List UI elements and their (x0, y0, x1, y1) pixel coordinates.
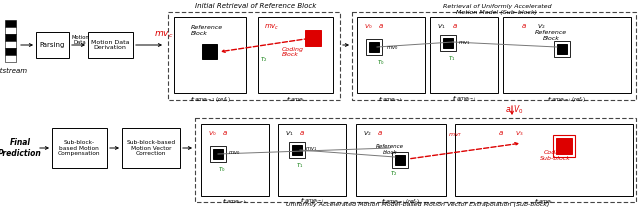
Text: $V_3$: $V_3$ (515, 129, 524, 138)
Text: $mv_1$: $mv_1$ (305, 145, 317, 153)
Bar (5, 55, 16, 62)
Text: Sub-block-
based Motion
Compensation: Sub-block- based Motion Compensation (58, 140, 100, 156)
Text: $a$: $a$ (498, 129, 504, 137)
Bar (5, 41, 16, 48)
Bar (36, 32, 69, 58)
Bar (305, 30, 321, 46)
Bar (5, 20, 16, 27)
Text: Parsing: Parsing (39, 42, 65, 48)
Text: $mv_c$: $mv_c$ (154, 30, 173, 40)
Bar (455, 124, 633, 196)
Text: $frame_{t-k}$: $frame_{t-k}$ (378, 95, 404, 104)
Text: Retrieval of Uniformly Accelerated
Motion Model (Sub–block): Retrieval of Uniformly Accelerated Motio… (443, 4, 551, 15)
Text: $frame_{t-1}$ $(ref_c)$: $frame_{t-1}$ $(ref_c)$ (189, 95, 230, 104)
Text: $V_0$: $V_0$ (364, 22, 372, 31)
Text: Uniformly Accelerated Motion Model-based Motion Vector Extrapolation (Sub-block): Uniformly Accelerated Motion Model-based… (286, 202, 550, 207)
Bar (5, 27, 16, 34)
Bar (5, 48, 16, 55)
Text: $V_2$: $V_2$ (363, 129, 372, 138)
Bar (352, 12, 636, 100)
Text: $T_2$: $T_2$ (390, 169, 397, 178)
Bar (357, 17, 425, 93)
Text: Motion
Data: Motion Data (71, 35, 89, 45)
Bar (443, 38, 453, 48)
Text: Reference
block: Reference block (376, 144, 404, 155)
Text: Motion Data
Derivation: Motion Data Derivation (91, 40, 129, 51)
Bar (556, 138, 572, 154)
Bar (430, 17, 498, 93)
Bar (201, 124, 269, 196)
Text: $a$: $a$ (378, 22, 384, 30)
Text: $a$: $a$ (521, 22, 527, 30)
Text: Reference
Block: Reference Block (535, 30, 567, 41)
Text: $mv_1$: $mv_1$ (458, 39, 470, 47)
Text: Reference
Block: Reference Block (191, 25, 223, 36)
Text: $T_2$: $T_2$ (260, 56, 268, 64)
Bar (258, 17, 333, 93)
Text: Sub-block-based
Motion Vector
Correction: Sub-block-based Motion Vector Correction (127, 140, 175, 156)
Bar (174, 17, 246, 93)
Bar (503, 17, 631, 93)
Text: $T_0$: $T_0$ (218, 165, 226, 174)
Bar (557, 44, 567, 54)
Text: Coding
Block: Coding Block (282, 47, 304, 57)
Text: $mv_c$: $mv_c$ (264, 23, 280, 32)
Text: $frame_{t-j}$: $frame_{t-j}$ (300, 197, 324, 207)
Bar (395, 155, 405, 165)
Text: $V_2$: $V_2$ (537, 22, 546, 31)
Bar (210, 146, 226, 162)
Text: Initial Retrieval of Reference Block: Initial Retrieval of Reference Block (195, 3, 317, 9)
Text: Coding
Sub-block: Coding Sub-block (540, 150, 570, 161)
Text: $a$: $a$ (222, 129, 228, 137)
Bar (195, 118, 636, 202)
Bar (292, 145, 302, 155)
Bar (392, 152, 408, 168)
Bar (202, 44, 217, 59)
Bar (554, 41, 570, 57)
Text: $mv_T$: $mv_T$ (448, 131, 463, 139)
Text: $V_1$: $V_1$ (437, 22, 445, 31)
Text: $a$: $a$ (299, 129, 305, 137)
Bar (52, 128, 107, 168)
Text: $frame_{t-i}$ $(ref_c)$: $frame_{t-i}$ $(ref_c)$ (547, 95, 587, 104)
Text: $V_1$: $V_1$ (285, 129, 294, 138)
Text: $mv_0$: $mv_0$ (386, 44, 398, 52)
Bar (440, 35, 456, 51)
Bar (369, 42, 379, 52)
Text: $mv_0$: $mv_0$ (228, 149, 241, 157)
Bar (356, 124, 446, 196)
Text: $T_1$: $T_1$ (448, 54, 456, 63)
Bar (553, 135, 575, 157)
Text: $a$: $a$ (377, 129, 383, 137)
Text: $frame_t$: $frame_t$ (287, 95, 305, 104)
Text: Bitstream: Bitstream (0, 68, 28, 74)
Bar (213, 149, 223, 159)
Text: $a, V_0$: $a, V_0$ (505, 103, 524, 116)
Bar (88, 32, 133, 58)
Text: $frame_{t-j}$: $frame_{t-j}$ (452, 95, 476, 105)
Bar (168, 12, 340, 100)
Text: $T_0$: $T_0$ (377, 58, 385, 67)
Text: $a$: $a$ (452, 22, 458, 30)
Text: $frame_{t-i}$ $(ref_c)$: $frame_{t-i}$ $(ref_c)$ (381, 197, 420, 206)
Text: $frame_t$: $frame_t$ (534, 197, 554, 206)
Bar (5, 34, 16, 41)
Text: $frame_{t-k}$: $frame_{t-k}$ (222, 197, 248, 206)
Text: Final
Prediction: Final Prediction (0, 138, 42, 158)
Bar (366, 39, 382, 55)
Text: $T_1$: $T_1$ (296, 161, 304, 170)
Bar (122, 128, 180, 168)
Bar (289, 142, 305, 158)
Text: $V_0$: $V_0$ (208, 129, 217, 138)
Bar (278, 124, 346, 196)
